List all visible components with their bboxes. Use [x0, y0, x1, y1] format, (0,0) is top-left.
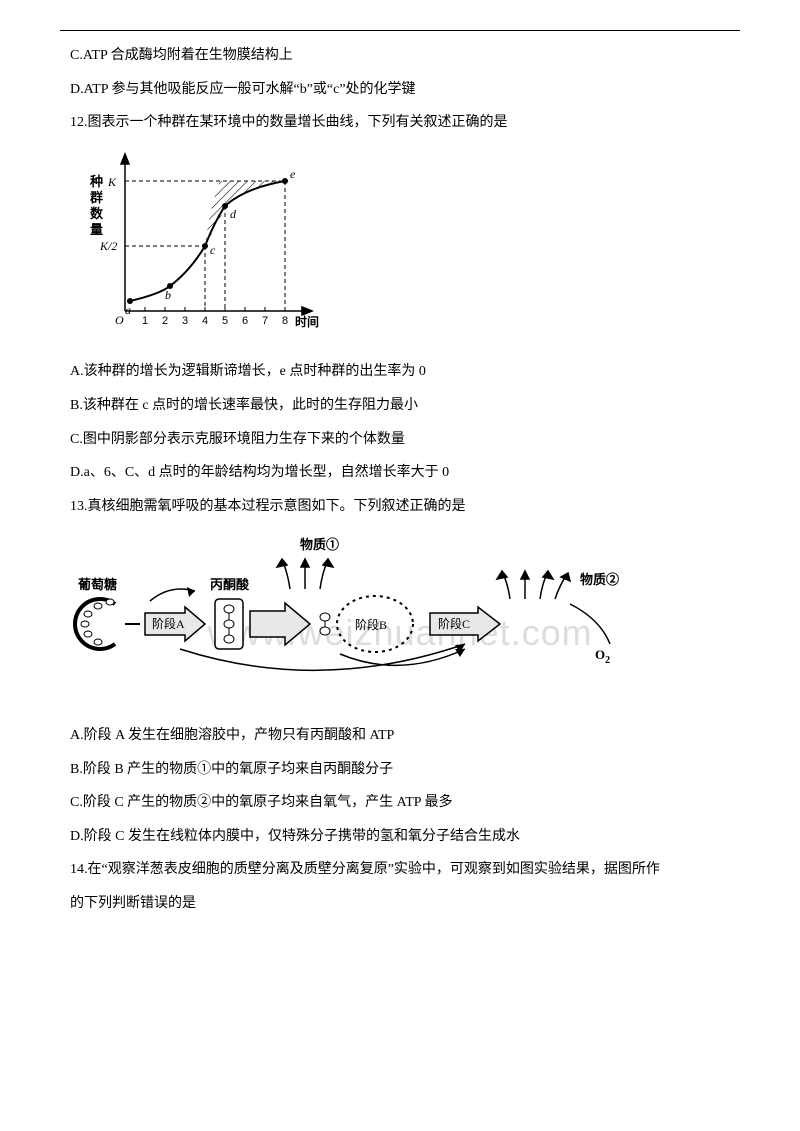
o2-label: O2: [595, 647, 610, 666]
question-14-line2: 的下列判断错误的是: [70, 887, 730, 921]
y-axis-label: 种 群 数 量: [89, 174, 106, 237]
x-ticks: 1 2 3 4 5 6 7 8: [142, 315, 288, 327]
option-13-b: B.阶段 B 产生的物质①中的氧原子均来自丙酮酸分子: [70, 753, 730, 787]
option-11-d: D.ATP 参与其他吸能反应一般可水解“b”或“c”处的化学键: [70, 73, 730, 107]
option-12-a: A.该种群的增长为逻辑斯谛增长，e 点时种群的出生率为 0: [70, 355, 730, 389]
point-d-label: d: [230, 207, 237, 221]
point-b-label: b: [165, 288, 171, 302]
question-14-line1: 14.在“观察洋葱表皮细胞的质壁分离及质壁分离复原”实验中，可观察到如图实验结果…: [70, 853, 730, 887]
svg-text:阶段C: 阶段C: [438, 616, 470, 631]
option-13-d: D.阶段 C 发生在线粒体内膜中，仅特殊分子携带的氢和氧分子结合生成水: [70, 820, 730, 854]
stage-a-arrow: 阶段A: [145, 607, 205, 641]
origin-label: O: [115, 313, 124, 327]
option-12-c: C.图中阴影部分表示克服环境阻力生存下来的个体数量: [70, 423, 730, 457]
svg-text:1: 1: [142, 315, 148, 327]
svg-text:2: 2: [162, 315, 168, 327]
svg-text:4: 4: [202, 315, 208, 327]
substance2-label: 物质②: [580, 572, 619, 587]
k2-label: K/2: [99, 239, 117, 253]
question-13: 13.真核细胞需氧呼吸的基本过程示意图如下。下列叙述正确的是: [70, 490, 730, 524]
svg-text:7: 7: [262, 315, 268, 327]
svg-text:6: 6: [242, 315, 248, 327]
svg-text:阶段A: 阶段A: [152, 616, 185, 631]
svg-text:5: 5: [222, 315, 228, 327]
question-12: 12.图表示一个种群在某环境中的数量增长曲线，下列有关叙述正确的是: [70, 106, 730, 140]
glucose-label: 葡萄糖: [77, 577, 117, 592]
x-axis-label: 时间: [295, 314, 319, 329]
option-13-c: C.阶段 C 产生的物质②中的氧原子均来自氧气，产生 ATP 最多: [70, 786, 730, 820]
stage-b-label: 阶段B: [355, 617, 387, 632]
option-11-c: C.ATP 合成酶均附着在生物膜结构上: [70, 39, 730, 73]
point-c-label: c: [210, 243, 216, 257]
option-13-a: A.阶段 A 发生在细胞溶胶中，产物只有丙酮酸和 ATP: [70, 719, 730, 753]
point-a-label: a: [125, 303, 131, 317]
option-12-d: D.a、6、C、d 点时的年龄结构均为增长型，自然增长率大于 0: [70, 456, 730, 490]
svg-text:8: 8: [282, 315, 288, 327]
stage-c-arrow: 阶段C: [430, 607, 500, 641]
point-e-label: e: [290, 167, 296, 181]
pyruvate-label: 丙酮酸: [210, 577, 250, 592]
top-rule: [60, 30, 740, 31]
svg-text:3: 3: [182, 315, 188, 327]
substance1-label: 物质①: [300, 537, 339, 552]
k-label: K: [107, 175, 117, 189]
population-growth-chart: 种 群 数 量 K K/2 a b c d e O 1 2 3 4 5 6 7 …: [70, 146, 320, 350]
option-12-b: B.该种群在 c 点时的增长速率最快，此时的生存阻力最小: [70, 389, 730, 423]
respiration-diagram: 物质① 葡萄糖 阶段A 丙酮酸: [70, 529, 650, 713]
